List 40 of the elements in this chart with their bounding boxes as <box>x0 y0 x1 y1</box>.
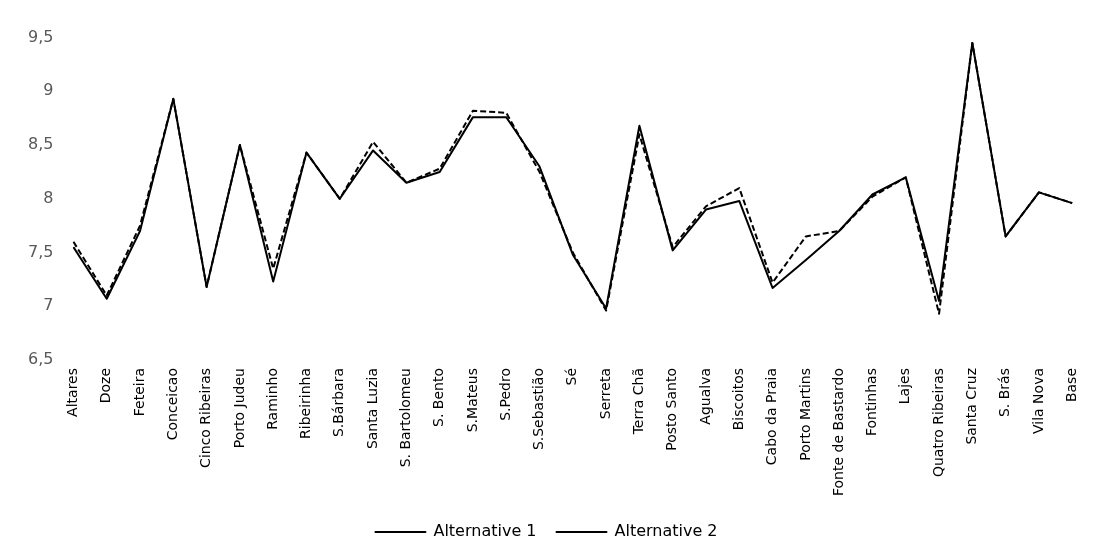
x-tick-label: Santa Cruz <box>962 368 979 445</box>
x-tick-label: Agualva <box>696 368 713 425</box>
x-tick-label: Base <box>1062 368 1079 403</box>
x-tick-label: Cinco Ribeiras <box>197 368 214 468</box>
x-tick-label: S. Brás <box>996 368 1013 418</box>
x-tick-label: Cabo da Praia <box>763 368 780 466</box>
x-tick-label: S. Bento <box>430 368 447 427</box>
x-tick-label: Lajes <box>896 368 913 405</box>
x-tick-label: Raminho <box>263 368 280 430</box>
x-tick-label: Porto Judeu <box>230 368 247 449</box>
x-tick-label: Serreta <box>596 368 613 420</box>
y-tick-label: 9,5 <box>27 26 54 46</box>
x-tick-label: Fonte de Bastardo <box>829 368 846 497</box>
x-tick-label: Terra Chã <box>630 368 647 436</box>
legend-label: Alternative 2 <box>614 521 718 541</box>
x-tick-label: Sé <box>563 368 580 386</box>
x-tick-label: Posto Santo <box>663 368 680 451</box>
x-tick-label: Fontinhas <box>863 368 880 436</box>
x-tick-label: S. Bartolomeu <box>397 368 413 468</box>
legend-label: Alternative 1 <box>433 521 537 541</box>
x-tick-label: Altares <box>64 368 81 417</box>
x-tick-label: Conceicao <box>163 368 180 441</box>
y-tick-label: 8,5 <box>27 134 54 154</box>
x-tick-label: Santa Luzia <box>363 368 380 450</box>
x-tick-label: S.Pedro <box>496 368 513 421</box>
y-tick-label: 9 <box>43 80 54 100</box>
y-tick-label: 8 <box>43 187 54 207</box>
x-tick-label: S.Sebastião <box>530 368 547 451</box>
y-tick-label: 7,5 <box>27 241 54 261</box>
x-tick-label: Doze <box>97 368 114 404</box>
x-tick-label: Vila Nova <box>1029 368 1046 434</box>
x-tick-label: S.Bárbara <box>330 368 347 438</box>
y-tick-label: 7 <box>43 295 54 315</box>
x-tick-label: S.Mateus <box>463 368 480 433</box>
y-tick-label: 6,5 <box>27 349 54 369</box>
x-tick-label: Ribeirinha <box>297 368 314 439</box>
x-tick-label: Biscoitos <box>729 368 746 431</box>
x-tick-label: Porto Martins <box>796 368 813 461</box>
x-tick-label: Feteira <box>130 368 147 417</box>
x-tick-label: Quatro Ribeiras <box>929 368 946 478</box>
